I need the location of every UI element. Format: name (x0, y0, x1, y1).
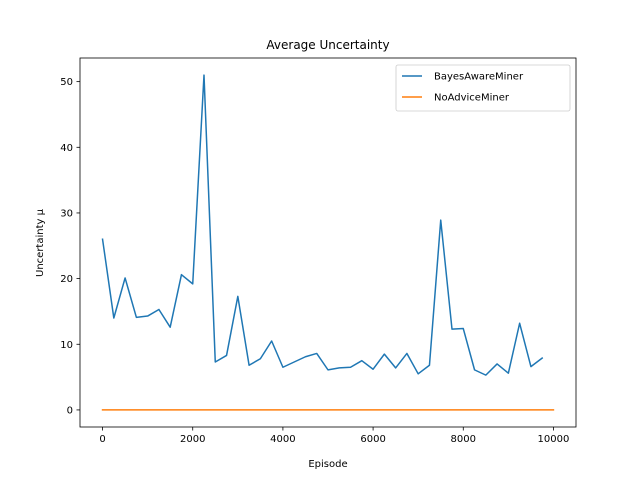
x-tick-label-3: 6000 (360, 434, 385, 445)
y-tick-label-4: 40 (60, 143, 73, 154)
chart-title: Average Uncertainty (266, 38, 389, 52)
y-tick-label-1: 10 (60, 340, 73, 351)
series-line-0 (101, 74, 544, 376)
legend-label-1: NoAdviceMiner (434, 93, 510, 104)
legend-box (395, 64, 571, 112)
plot-area (101, 74, 555, 411)
y-tick-label-3: 30 (60, 208, 73, 219)
x-tick-label-4: 8000 (451, 434, 476, 445)
plot-frame (79, 57, 577, 428)
x-tick-label-5: 10000 (538, 434, 570, 445)
x-tick-label-2: 4000 (270, 434, 295, 445)
legend: BayesAwareMiner NoAdviceMiner (395, 64, 571, 112)
y-tick-label-5: 50 (60, 77, 73, 88)
x-tick-label-1: 2000 (180, 434, 205, 445)
x-tick-label-0: 0 (99, 434, 105, 445)
legend-label-0: BayesAwareMiner (434, 72, 524, 83)
y-axis-label: Uncertainty μ (35, 208, 46, 277)
y-tick-label-0: 0 (67, 405, 73, 416)
x-axis-label: Episode (308, 459, 347, 470)
axes: 0 2000 4000 6000 8000 10000 0 10 20 30 40 50 (60, 57, 577, 445)
y-tick-label-2: 20 (60, 274, 73, 285)
